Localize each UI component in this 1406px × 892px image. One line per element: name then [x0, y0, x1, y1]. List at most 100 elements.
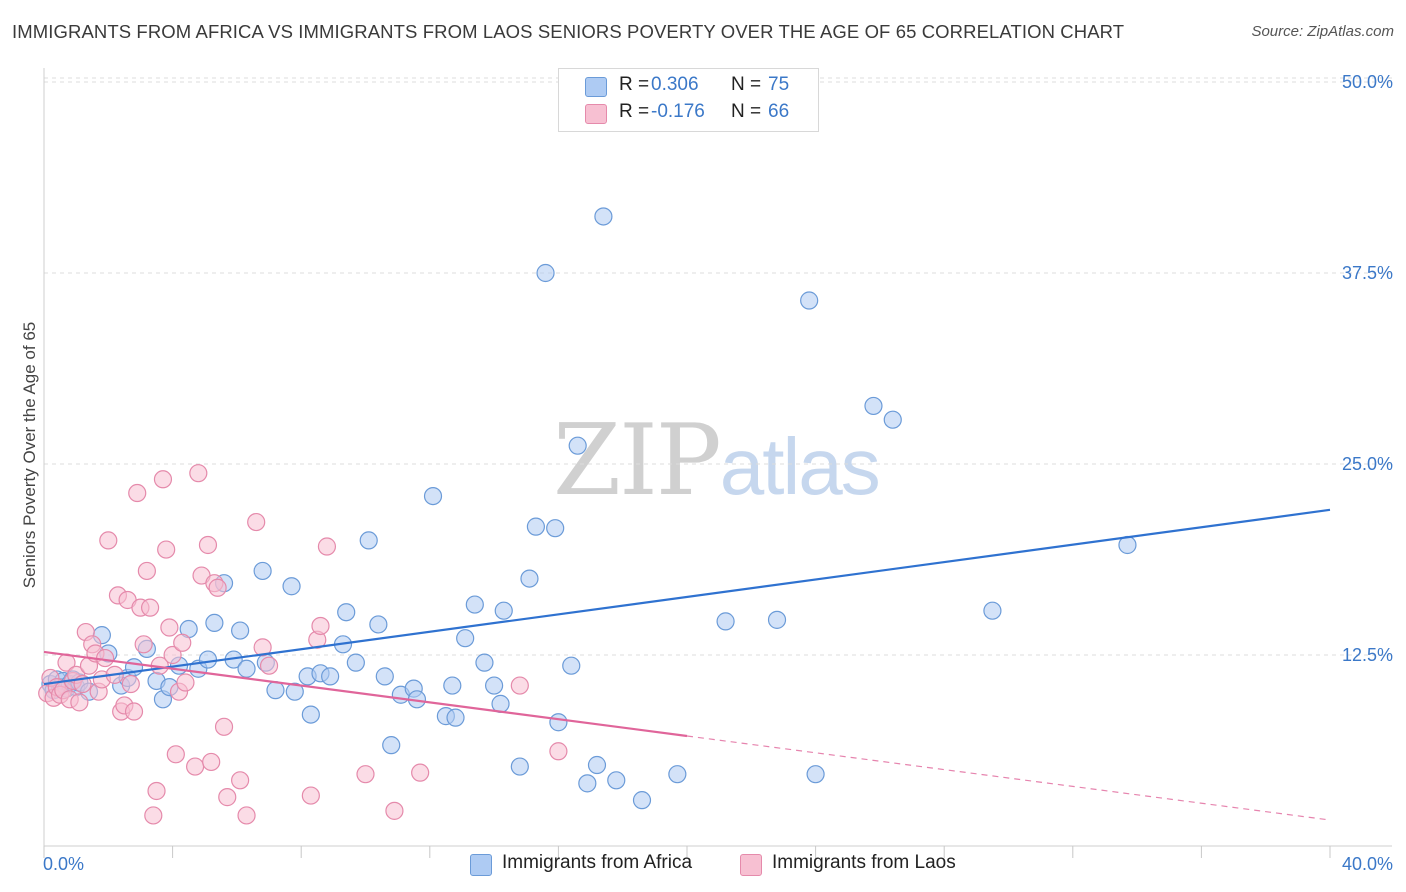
laos-point — [173, 633, 192, 652]
africa-swatch — [585, 77, 607, 97]
africa-point — [382, 736, 401, 755]
legend-africa-n-label: N = — [731, 74, 762, 95]
watermark-atlas: atlas — [719, 422, 881, 511]
y-tick-label: 50.0% — [1342, 72, 1393, 92]
africa-point — [301, 705, 320, 724]
watermark: ZIPatlas — [553, 404, 881, 518]
africa-point — [266, 681, 285, 700]
africa-point — [594, 207, 613, 226]
africa-point — [632, 791, 652, 810]
laos-point — [411, 763, 430, 782]
laos-point — [186, 757, 205, 776]
laos-point — [385, 801, 404, 820]
laos-point — [259, 656, 279, 675]
bottom-africa-label: Immigrants from Africa — [502, 852, 693, 873]
africa-point — [359, 531, 378, 550]
x-tick-label-max: 40.0% — [1342, 854, 1393, 874]
laos-swatch — [585, 104, 607, 124]
bottom-africa-swatch — [470, 854, 492, 876]
laos-point — [247, 512, 266, 532]
laos-point — [208, 578, 227, 597]
africa-point — [369, 615, 388, 634]
africa-point — [494, 601, 513, 620]
africa-point — [668, 765, 687, 784]
laos-trend-line-extension — [686, 735, 1331, 821]
laos-point — [144, 806, 163, 825]
laos-point — [70, 693, 89, 712]
laos-point — [163, 645, 182, 665]
laos-point — [124, 702, 144, 721]
x-tick-label-min: 0.0% — [43, 854, 84, 874]
africa-point — [253, 561, 272, 581]
legend-laos-n-value: 66 — [768, 101, 790, 122]
laos-point — [176, 673, 195, 692]
laos-point — [147, 781, 166, 801]
laos-point — [99, 531, 118, 550]
laos-point — [311, 616, 330, 636]
africa-point — [767, 610, 787, 629]
watermark-zip: ZIP — [553, 404, 722, 518]
africa-trend-line — [43, 508, 1331, 686]
africa-point — [231, 621, 250, 640]
laos-point — [253, 638, 272, 657]
laos-point — [198, 535, 218, 555]
laos-point — [166, 745, 185, 764]
africa-point — [607, 771, 626, 790]
laos-point — [134, 635, 153, 654]
y-tick-label: 25.0% — [1342, 454, 1393, 474]
legend-africa-r-value: 0.306 — [651, 74, 699, 95]
africa-point — [549, 713, 568, 732]
africa-point — [205, 613, 224, 633]
laos-point — [160, 618, 179, 637]
bottom-laos-swatch — [740, 854, 762, 876]
laos-point — [356, 765, 375, 784]
laos-point — [121, 674, 140, 694]
y-tick-label: 37.5% — [1342, 263, 1393, 283]
africa-point — [198, 650, 218, 669]
laos-point — [218, 788, 237, 807]
africa-point — [423, 486, 443, 506]
africa-point — [806, 765, 825, 784]
laos-trend-line — [43, 650, 688, 738]
laos-point — [153, 470, 173, 489]
africa-point — [587, 755, 607, 775]
laos-point — [137, 561, 156, 581]
legend-laos-r-label: R = — [619, 101, 650, 122]
africa-point — [800, 291, 819, 310]
laos-point — [202, 752, 221, 772]
africa-point — [485, 676, 504, 695]
legend-laos-r-value: -0.176 — [651, 101, 705, 122]
laos-point — [231, 771, 250, 790]
africa-point — [520, 569, 539, 588]
africa-point — [285, 682, 304, 701]
laos-point — [128, 483, 147, 503]
bottom-laos-label: Immigrants from Laos — [772, 852, 956, 873]
africa-point — [546, 519, 565, 538]
laos-point — [189, 464, 208, 483]
laos-point — [510, 676, 529, 695]
laos-point — [317, 537, 337, 556]
y-tick-label: 12.5% — [1342, 645, 1393, 665]
africa-point — [282, 577, 301, 596]
africa-point — [475, 653, 494, 672]
africa-point — [562, 656, 581, 675]
laos-point — [549, 742, 568, 761]
legend-africa-r-label: R = — [619, 74, 650, 95]
africa-point — [346, 653, 365, 672]
laos-point — [214, 717, 234, 736]
legend-africa-n-value: 75 — [768, 74, 790, 95]
africa-point — [883, 410, 902, 429]
stats-legend: R = 0.306 N = 75 R = -0.176 N = 66 — [558, 68, 819, 132]
legend-laos-n-label: N = — [731, 101, 762, 122]
africa-point — [983, 601, 1002, 620]
africa-point — [716, 612, 735, 631]
africa-point — [864, 396, 883, 416]
africa-point — [536, 263, 555, 283]
chart-title: IMMIGRANTS FROM AFRICA VS IMMIGRANTS FRO… — [12, 21, 1125, 42]
africa-point — [321, 667, 340, 686]
africa-point — [578, 774, 597, 793]
africa-point — [465, 595, 484, 614]
africa-point — [443, 676, 462, 695]
source-label: Source: ZipAtlas.com — [1251, 23, 1394, 40]
